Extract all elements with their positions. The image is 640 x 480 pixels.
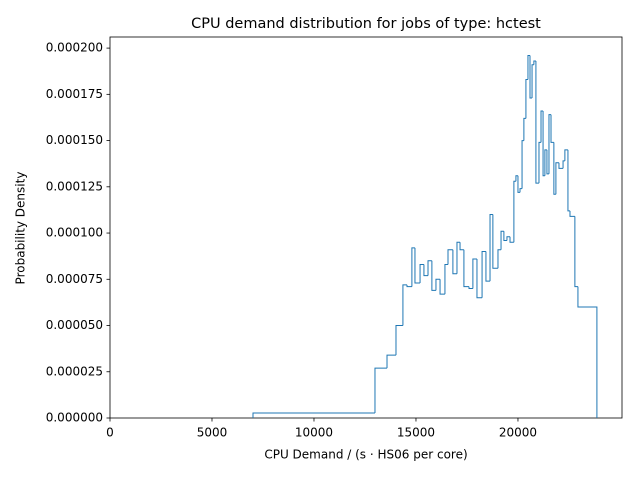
histogram-step xyxy=(506,236,511,241)
histogram-step xyxy=(569,210,575,217)
histogram-step xyxy=(562,160,565,169)
histogram-step xyxy=(577,286,598,418)
y-tick-label: 0.000075 xyxy=(46,272,103,286)
x-tick-label: 5000 xyxy=(197,426,228,440)
histogram-step xyxy=(395,325,403,356)
histogram-step xyxy=(481,251,486,298)
histogram-step xyxy=(574,216,578,288)
histogram-step xyxy=(521,140,524,189)
histogram-step xyxy=(558,162,564,169)
histogram-step xyxy=(444,263,449,295)
histogram-step xyxy=(529,55,533,99)
histogram-step xyxy=(513,180,516,243)
histogram-step xyxy=(535,61,539,184)
x-tick-label: 10000 xyxy=(295,426,333,440)
y-axis-label: Probability Density xyxy=(14,172,28,285)
histogram-step xyxy=(435,278,441,291)
y-tick-label: 0.000125 xyxy=(46,179,103,193)
y-tick-label: 0.000150 xyxy=(46,133,103,147)
y-tick-label: 0.000200 xyxy=(46,41,103,55)
histogram-step xyxy=(555,162,559,195)
histogram-step xyxy=(550,114,554,143)
histogram-step xyxy=(459,242,464,251)
histogram-step xyxy=(519,188,523,193)
x-tick-label: 15000 xyxy=(397,426,435,440)
histogram-step xyxy=(548,114,552,174)
histogram-step xyxy=(431,260,436,291)
histogram-step xyxy=(544,149,547,176)
histogram-step xyxy=(515,175,518,182)
histogram-step xyxy=(489,214,493,282)
histogram-step xyxy=(456,241,461,274)
y-tick-label: 0.000100 xyxy=(46,226,103,240)
histogram-step xyxy=(472,258,477,289)
histogram-step xyxy=(497,249,502,269)
histogram-step xyxy=(531,64,534,99)
y-tick-label: 0.000000 xyxy=(46,411,103,425)
histogram-step xyxy=(468,286,473,290)
histogram-step xyxy=(540,110,544,143)
histogram-step xyxy=(509,236,514,243)
histogram-step xyxy=(523,117,526,141)
histogram-step xyxy=(553,142,556,195)
chart-title: CPU demand distribution for jobs of type… xyxy=(191,16,541,32)
histogram-step xyxy=(386,354,396,369)
histogram-step xyxy=(419,263,424,283)
histogram-step xyxy=(252,412,375,418)
histogram-step xyxy=(492,214,498,269)
histogram-step xyxy=(463,249,470,288)
histogram-step xyxy=(414,247,421,284)
histogram-step xyxy=(374,367,388,414)
histogram-step xyxy=(485,251,491,282)
histogram-step xyxy=(525,79,528,119)
histogram-step xyxy=(503,231,507,241)
histogram-step xyxy=(427,260,432,276)
histogram-step xyxy=(546,149,549,175)
histogram-step xyxy=(447,249,453,265)
histogram-step xyxy=(402,284,408,326)
histogram-step xyxy=(411,247,415,287)
histogram-step xyxy=(538,141,542,184)
histogram-step xyxy=(476,258,483,299)
histogram-step xyxy=(406,284,412,288)
histogram-step xyxy=(452,249,457,275)
histogram-step xyxy=(542,110,545,177)
x-tick-label: 20000 xyxy=(499,426,537,440)
axes-frame xyxy=(109,36,623,419)
histogram-step xyxy=(567,149,570,212)
x-tick-label: 0 xyxy=(106,426,114,440)
y-tick-label: 0.000050 xyxy=(46,318,103,332)
histogram-step xyxy=(517,175,521,193)
histogram-step xyxy=(439,279,445,295)
histogram-step xyxy=(527,54,531,80)
x-axis-label: CPU Demand / (s · HS06 per core) xyxy=(264,448,467,462)
y-tick-label: 0.000025 xyxy=(46,364,103,378)
histogram-step xyxy=(533,60,536,65)
histogram-step xyxy=(564,149,568,161)
histogram-step xyxy=(500,230,504,250)
histogram-step xyxy=(423,264,429,277)
y-tick-label: 0.000175 xyxy=(46,87,103,101)
